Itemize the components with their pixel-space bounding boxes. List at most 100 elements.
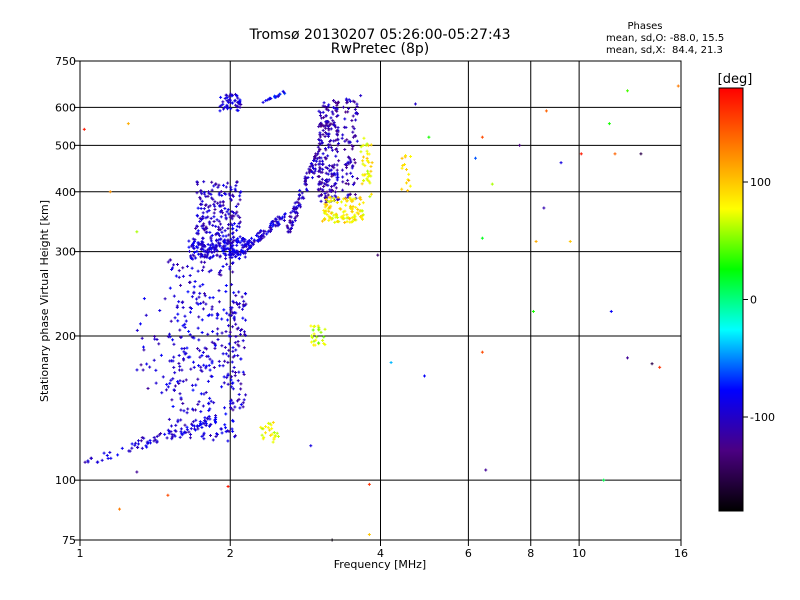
data-point: [312, 164, 314, 168]
data-point: [295, 205, 297, 209]
data-point: [170, 378, 172, 382]
data-point: [225, 330, 227, 334]
data-point: [202, 307, 204, 311]
data-point: [331, 164, 333, 168]
data-point: [290, 211, 292, 215]
data-point: [318, 162, 320, 166]
data-point: [207, 215, 209, 219]
data-point: [232, 240, 234, 244]
data-point: [318, 175, 320, 179]
data-point: [226, 210, 228, 214]
data-point: [227, 208, 229, 212]
data-point: [202, 245, 204, 249]
data-point: [199, 195, 201, 199]
data-point: [366, 156, 368, 160]
data-point: [241, 327, 243, 331]
data-point: [341, 136, 343, 140]
chart-title: Tromsø 20130207 05:26:00-05:27:43: [249, 27, 511, 43]
data-point: [346, 220, 348, 224]
data-point: [359, 196, 361, 200]
data-point: [188, 280, 190, 284]
data-point: [183, 431, 185, 435]
data-point: [354, 100, 356, 104]
data-point: [231, 375, 233, 379]
data-point: [201, 318, 203, 322]
data-point: [284, 213, 286, 217]
data-point: [159, 309, 161, 313]
data-point: [219, 210, 221, 214]
data-point: [227, 99, 229, 103]
data-point: [190, 306, 192, 310]
data-point: [352, 164, 354, 168]
data-point: [356, 211, 358, 215]
data-point: [228, 247, 230, 251]
data-point: [167, 428, 169, 432]
data-point: [189, 249, 191, 253]
data-point: [229, 97, 231, 101]
data-point: [169, 335, 171, 339]
data-point: [198, 295, 200, 299]
data-point: [320, 122, 322, 126]
data-point: [324, 209, 326, 213]
data-point: [346, 98, 348, 102]
data-point: [189, 355, 191, 359]
data-point: [345, 110, 347, 114]
data-point: [221, 209, 223, 213]
data-point: [155, 381, 157, 385]
data-point: [244, 255, 246, 259]
data-point: [193, 365, 195, 369]
data-point: [311, 176, 313, 180]
data-point: [255, 233, 257, 237]
data-point: [260, 230, 262, 234]
data-point: [195, 418, 197, 422]
data-point: [224, 206, 226, 210]
data-point: [211, 361, 213, 365]
data-point: [199, 422, 201, 426]
data-point: [336, 114, 338, 118]
data-point: [203, 249, 205, 253]
data-point: [224, 105, 226, 109]
data-point: [218, 228, 220, 232]
data-point: [221, 385, 223, 389]
data-point: [349, 140, 351, 144]
data-point: [237, 379, 239, 383]
data-point: [368, 160, 370, 164]
data-point: [83, 127, 85, 131]
data-point: [277, 215, 279, 219]
data-point: [236, 210, 238, 214]
data-point: [241, 295, 243, 299]
data-point: [146, 362, 148, 366]
data-point: [273, 222, 275, 226]
data-point: [225, 412, 227, 416]
data-point: [185, 319, 187, 323]
data-point: [219, 364, 221, 368]
data-point: [251, 236, 253, 240]
data-point: [167, 335, 169, 339]
data-point: [275, 219, 277, 223]
data-point: [407, 189, 409, 193]
data-point: [336, 201, 338, 205]
data-point: [182, 306, 184, 310]
data-point: [185, 378, 187, 382]
data-point: [346, 172, 348, 176]
data-point: [224, 345, 226, 349]
data-point: [209, 256, 211, 260]
data-point: [327, 125, 329, 129]
data-point: [353, 181, 355, 185]
data-point: [143, 436, 145, 440]
data-point: [218, 272, 220, 276]
x-axis-label: Frequency [MHz]: [334, 558, 426, 571]
data-point: [235, 189, 237, 193]
data-point: [172, 359, 174, 363]
data-point: [190, 427, 192, 431]
data-point: [222, 352, 224, 356]
data-point: [304, 175, 306, 179]
data-point: [608, 122, 610, 126]
data-point: [357, 207, 359, 211]
data-point: [287, 226, 289, 230]
data-point: [154, 334, 156, 338]
data-point: [200, 188, 202, 192]
data-point: [223, 308, 225, 312]
data-point: [222, 244, 224, 248]
data-point: [182, 401, 184, 405]
